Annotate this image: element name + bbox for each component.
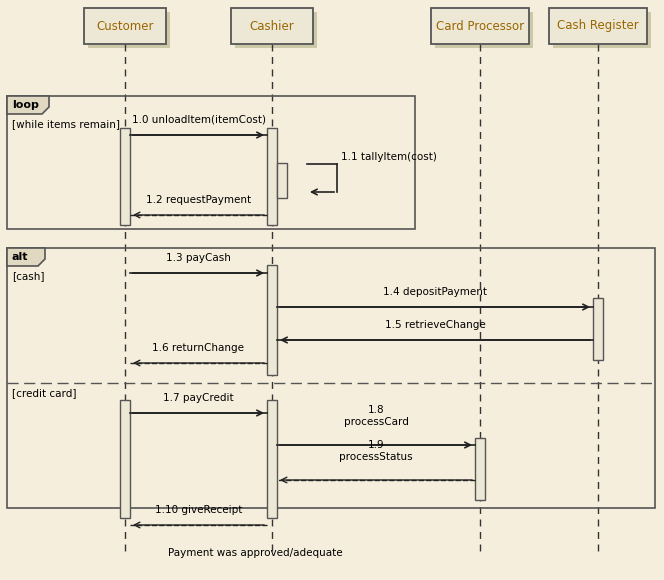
Bar	[267, 400, 277, 518]
Bar	[435, 12, 533, 48]
Bar	[231, 8, 313, 44]
Bar	[120, 400, 130, 518]
Bar	[88, 12, 170, 48]
Bar	[475, 438, 485, 500]
Text: [credit card]: [credit card]	[12, 388, 76, 398]
Bar	[7, 248, 655, 508]
Text: alt: alt	[12, 252, 29, 262]
Polygon shape	[7, 96, 49, 114]
Text: [while items remain]: [while items remain]	[12, 119, 120, 129]
Bar	[120, 128, 130, 225]
Text: Cashier: Cashier	[250, 20, 294, 32]
Text: 1.0 unloadItem(itemCost): 1.0 unloadItem(itemCost)	[131, 115, 266, 125]
Bar	[431, 8, 529, 44]
Text: 1.10 giveReceipt: 1.10 giveReceipt	[155, 505, 242, 515]
Text: loop: loop	[12, 100, 39, 110]
Polygon shape	[7, 248, 45, 266]
Bar	[549, 8, 647, 44]
Text: Payment was approved/adequate: Payment was approved/adequate	[168, 548, 343, 558]
Bar	[7, 96, 415, 229]
Text: Card Processor: Card Processor	[436, 20, 524, 32]
Bar	[553, 12, 651, 48]
Text: [cash]: [cash]	[12, 271, 44, 281]
Text: 1.1 tallyItem(cost): 1.1 tallyItem(cost)	[341, 152, 437, 162]
Text: Customer: Customer	[96, 20, 154, 32]
Bar	[267, 128, 277, 225]
Text: Cash Register: Cash Register	[557, 20, 639, 32]
Bar	[84, 8, 166, 44]
Text: 1.9
processStatus: 1.9 processStatus	[339, 440, 413, 462]
Text: 1.4 depositPayment: 1.4 depositPayment	[383, 287, 487, 297]
Text: 1.7 payCredit: 1.7 payCredit	[163, 393, 234, 403]
Bar	[267, 265, 277, 375]
Bar	[593, 298, 603, 360]
Text: 1.3 payCash: 1.3 payCash	[166, 253, 231, 263]
Text: 1.8
processCard: 1.8 processCard	[343, 405, 408, 427]
Text: 1.2 requestPayment: 1.2 requestPayment	[146, 195, 251, 205]
Bar	[277, 163, 287, 198]
Text: 1.5 retrieveChange: 1.5 retrieveChange	[384, 320, 485, 330]
Bar	[235, 12, 317, 48]
Text: 1.6 returnChange: 1.6 returnChange	[153, 343, 244, 353]
